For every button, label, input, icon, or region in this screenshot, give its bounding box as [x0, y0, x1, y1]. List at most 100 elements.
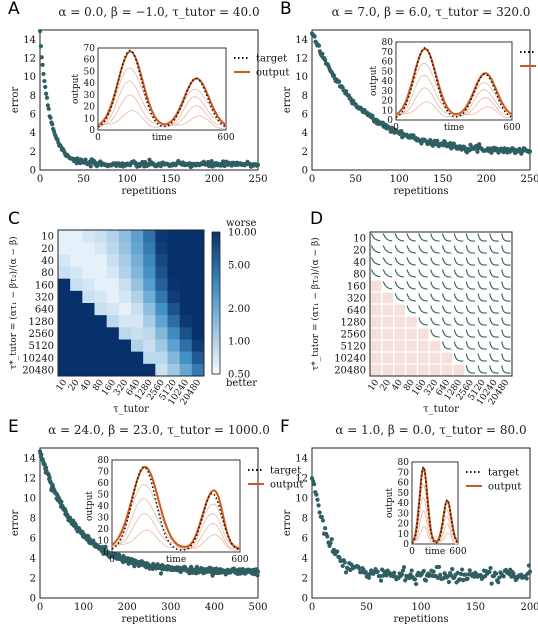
heatmap-cell: [118, 339, 132, 352]
error-point: [39, 55, 44, 60]
error-point: [343, 570, 349, 575]
mini-error-curve: [418, 317, 428, 326]
heatmap-cell: [155, 290, 168, 304]
colorbar-tick: 2.00: [228, 304, 250, 315]
mini-error-curve: [441, 305, 452, 314]
heatmap-cell: [94, 303, 107, 316]
mini-error-curve: [453, 317, 464, 326]
heatmap-cell: [191, 363, 205, 377]
mini-error-curve: [501, 233, 511, 242]
heatmap-cell: [143, 303, 156, 316]
heatmap-cell: [143, 315, 156, 328]
mini-error-curve: [465, 269, 475, 278]
mini-error-curve: [394, 293, 404, 302]
error-point: [41, 71, 46, 77]
error-point: [44, 465, 49, 470]
y-tick-label: 0: [30, 594, 36, 605]
y-tick-label: 6: [30, 534, 36, 545]
mini-error-curve: [501, 293, 511, 302]
heatmap-cell: [106, 327, 120, 340]
error-point: [377, 573, 383, 579]
error-point: [37, 28, 43, 34]
error-point: [496, 580, 501, 585]
mini-error-curve: [430, 329, 440, 338]
heatmap-cell: [106, 315, 120, 328]
mini-error-curve: [382, 269, 393, 278]
mini-error-curve: [453, 245, 464, 254]
heatmap-cell: [131, 278, 144, 292]
error-point: [412, 577, 418, 582]
x-tick-label: 0: [309, 174, 315, 185]
mini-error-curve: [489, 257, 499, 266]
error-point: [103, 544, 108, 549]
heatmap-cell: [179, 315, 193, 328]
mini-error-curve: [477, 329, 487, 338]
mini-error-curve: [430, 281, 440, 290]
row-tick-label: 2560: [341, 330, 366, 341]
heatmap-cell: [106, 266, 120, 279]
heatmap-cell: [179, 230, 193, 243]
error-point: [399, 572, 404, 577]
error-point: [431, 569, 436, 574]
mini-error-curve: [406, 293, 416, 302]
heatmap-cell: [82, 242, 95, 255]
heatmap-cell: [167, 254, 180, 267]
heatmap-cell: [70, 254, 83, 267]
mini-error-curve: [501, 269, 511, 278]
mini-error-curve: [465, 365, 475, 374]
error-point: [40, 62, 45, 67]
inset-y-tick: 30: [98, 514, 110, 524]
heatmap-cell: [155, 351, 168, 365]
legend-output-label: output: [256, 68, 289, 79]
heatmap-cell: [94, 339, 107, 352]
error-point: [407, 575, 412, 581]
heatmap-cell: [118, 278, 132, 292]
inset-frame: [97, 47, 227, 131]
y-tick-label: 2: [30, 574, 36, 585]
colorbar-tick: 0.50: [228, 370, 250, 381]
mini-error-curve: [370, 257, 381, 266]
mini-error-curve: [406, 269, 416, 278]
heatmap-cell: [94, 266, 107, 279]
heatmap-cell: [143, 351, 156, 365]
heatmap-cell: [191, 278, 205, 292]
failed-cell: [417, 340, 429, 352]
heatmap-cell: [58, 266, 71, 279]
heatmap-cell: [155, 230, 168, 243]
mini-error-curve: [477, 353, 487, 362]
row-tick-label: 640: [35, 305, 54, 316]
x-tick-label: 500: [248, 602, 267, 613]
heatmap-cell: [106, 230, 120, 243]
heatmap-cell: [82, 254, 95, 267]
grid-frame: [369, 231, 513, 377]
y-tick-label: 14: [23, 35, 36, 46]
row-tick-label: 2560: [29, 329, 54, 340]
error-point: [44, 95, 50, 100]
error-point: [493, 571, 499, 576]
heatmap-cell: [155, 303, 168, 316]
row-tick-label: 1280: [29, 317, 54, 328]
mini-error-curve: [453, 293, 464, 302]
x-tick-label: 200: [205, 174, 224, 185]
inset-y-tick: 40: [84, 79, 96, 89]
y-tick-label: 14: [295, 454, 308, 465]
heatmap-cell: [167, 278, 180, 292]
row-tick-label: 40: [353, 258, 366, 269]
mini-error-curve: [501, 317, 511, 326]
y-tick-label: 4: [302, 554, 308, 565]
heatmap-cell: [106, 351, 120, 365]
inset-x-tick: 0: [95, 133, 101, 143]
mini-error-curve: [489, 233, 499, 242]
failed-cell: [394, 364, 405, 376]
heatmap-cell: [191, 242, 205, 255]
heatmap-cell: [106, 290, 120, 304]
error-point: [497, 575, 502, 580]
heatmap-cell: [131, 242, 144, 255]
error-point: [48, 115, 53, 120]
mini-error-curve: [406, 233, 416, 242]
y-tick-label: 4: [30, 554, 36, 565]
mini-error-curve: [489, 293, 499, 302]
heatmap-cell: [118, 290, 132, 304]
mini-error-curve: [370, 233, 381, 242]
